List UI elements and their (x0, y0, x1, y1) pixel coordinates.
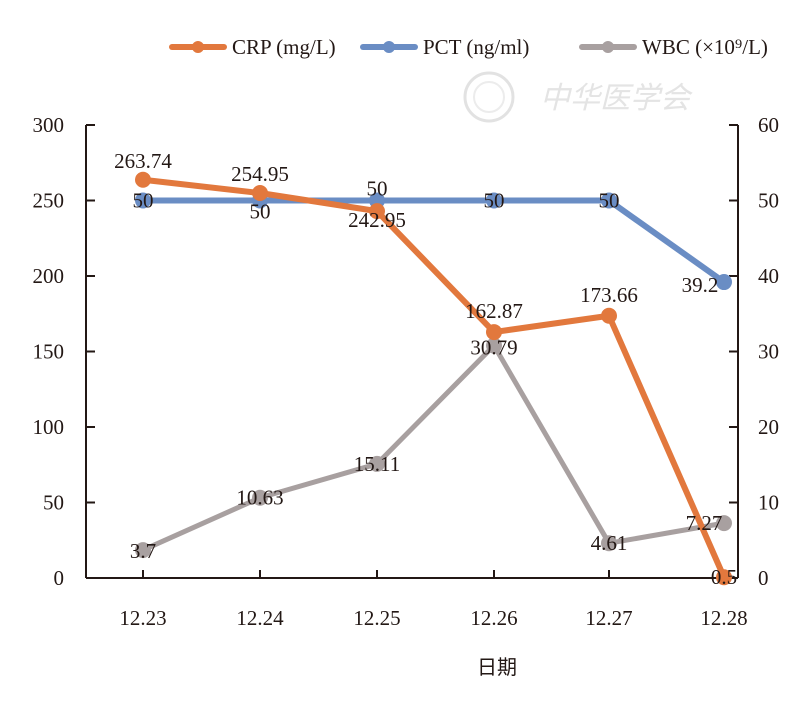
data-label: 7.27 (686, 511, 723, 535)
data-label: 242.95 (348, 208, 406, 232)
data-label: 39.2 (682, 273, 719, 297)
x-tick-label: 12.25 (353, 606, 400, 630)
x-tick-label: 12.28 (700, 606, 747, 630)
data-point (601, 535, 617, 552)
data-label: 254.95 (231, 162, 289, 186)
data-label: 162.87 (465, 299, 523, 323)
axes: 0 50 100 150 200 250 300 0 10 20 30 40 50 60 12.23 12.2… (33, 113, 780, 630)
y-left-tick-label: 200 (33, 264, 65, 288)
series-line (140, 176, 727, 581)
data-point (135, 192, 151, 209)
data-label: 263.74 (114, 149, 172, 173)
legend-item: PCT (ng/ml) (360, 35, 529, 59)
y-right-tick-label: 50 (758, 189, 779, 213)
series-layer (135, 171, 732, 586)
data-label: 10.63 (236, 486, 283, 510)
y-right-tick-label: 30 (758, 340, 779, 364)
data-point (601, 192, 617, 209)
series-1 (135, 192, 732, 291)
watermark-text: 中华医学会 (540, 81, 693, 116)
data-point (716, 274, 732, 291)
data-point (486, 324, 502, 341)
data-point (716, 569, 732, 586)
data-label: 3.7 (130, 539, 156, 563)
series-line (140, 343, 727, 553)
y-left-tick-label: 0 (54, 566, 65, 590)
watermark: 中华医学会 (463, 71, 693, 123)
data-label: 15.11 (354, 452, 400, 476)
data-point (135, 542, 151, 559)
series-2 (135, 337, 732, 559)
watermark-emblem-icon (463, 71, 515, 123)
legend-marker-icon (192, 41, 204, 53)
data-label: 4.61 (591, 531, 628, 555)
y-right-tick-label: 0 (758, 566, 769, 590)
y-right-tick-label: 60 (758, 113, 779, 137)
x-tick-label: 12.23 (119, 606, 166, 630)
y-right-tick-label: 20 (758, 415, 779, 439)
y-left-tick-label: 250 (33, 189, 65, 213)
legend-label: PCT (ng/ml) (423, 35, 529, 59)
data-label: 50 (599, 189, 620, 213)
legend-label: CRP (mg/L) (232, 35, 336, 59)
data-point (252, 185, 268, 202)
data-label: 50 (133, 189, 154, 213)
legend-marker-icon (383, 41, 395, 53)
data-label: 50 (484, 189, 505, 213)
y-left-tick-label: 50 (43, 491, 64, 515)
legend-label: WBC (×10⁹/L) (642, 35, 768, 59)
data-point (252, 489, 268, 506)
data-point (601, 307, 617, 324)
data-point (486, 337, 502, 354)
data-point (369, 203, 385, 220)
y-right-tick-label: 10 (758, 491, 779, 515)
y-left-tick-label: 300 (33, 113, 65, 137)
data-label: 50 (250, 200, 271, 224)
data-label: 30.79 (470, 336, 517, 360)
y-left-tick-label: 100 (33, 415, 65, 439)
x-tick-label: 12.27 (585, 606, 632, 630)
y-right-tick-label: 40 (758, 264, 779, 288)
legend: CRP (mg/L) PCT (ng/ml) WBC (×10⁹/L) (169, 35, 768, 59)
data-label: 50 (367, 177, 388, 201)
watermark-emblem-inner (473, 81, 505, 113)
data-point (486, 192, 502, 209)
legend-item: CRP (mg/L) (169, 35, 336, 59)
legend-marker-icon (602, 41, 614, 53)
data-point (135, 171, 151, 188)
x-tick-label: 12.24 (236, 606, 284, 630)
data-point (716, 515, 732, 532)
data-label: 173.66 (580, 283, 638, 307)
series-line (140, 197, 727, 286)
series-0 (135, 171, 732, 586)
legend-item: WBC (×10⁹/L) (579, 35, 768, 59)
data-labels: 263.74 254.95 242.95 162.87 173.66 0.5 50 50 50 5… (114, 149, 737, 589)
data-label: 0.5 (711, 565, 737, 589)
y-left-tick-label: 150 (33, 340, 65, 364)
x-tick-label: 12.26 (470, 606, 517, 630)
x-axis-title: 日期 (477, 655, 517, 679)
data-point (369, 455, 385, 472)
